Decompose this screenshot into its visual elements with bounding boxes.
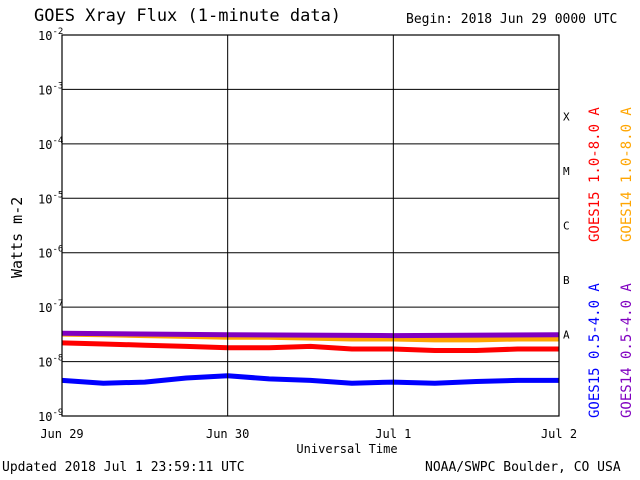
chart-title: GOES Xray Flux (1-minute data)	[34, 6, 342, 26]
x-tick-label: Jul 2	[541, 427, 577, 441]
x-tick-label: Jun 29	[40, 427, 83, 441]
legend-entry: GOES14 1.0-8.0 A	[619, 107, 635, 242]
plot-frame	[61, 34, 560, 417]
legend-entry: GOES15 0.5-4.0 A	[587, 283, 603, 418]
y-axis-label-text: Watts m-2	[8, 196, 26, 278]
y-tick-labels: 10-9 10-8 10-7 10-6 10-5 10-4 10-3 10-2	[38, 27, 63, 424]
series-line	[61, 340, 559, 353]
y-tick-label: 10-6	[38, 245, 63, 261]
grid-layer	[62, 35, 559, 416]
legend-entry: GOES15 1.0-8.0 A	[587, 107, 603, 242]
legend: GOES15 1.0-8.0 A GOES14 1.0-8.0 A GOES15 0…	[587, 107, 635, 418]
begin-time: Begin: 2018 Jun 29 0000 UTC	[406, 12, 618, 27]
y-tick-label: 10-2	[38, 27, 63, 43]
y-tick-label: 10-4	[38, 136, 63, 152]
series-line	[61, 373, 559, 386]
series-line	[61, 330, 560, 339]
flare-class-label: A	[563, 328, 570, 341]
y-axis-label: Watts m-2	[8, 197, 26, 278]
flare-class-labels: A B C M X	[563, 111, 570, 342]
y-tick-label: 10-5	[38, 190, 63, 206]
flare-class-label: B	[563, 274, 570, 287]
y-tick-label: 10-3	[38, 81, 63, 97]
updated-timestamp: Updated 2018 Jul 1 23:59:11 UTC	[2, 460, 245, 475]
x-tick-labels: Jun 29 Jun 30 Jul 1 Jul 2	[40, 427, 577, 441]
flare-class-label: X	[563, 111, 570, 124]
legend-entry: GOES14 0.5-4.0 A	[619, 283, 635, 418]
x-tick-label: Jul 1	[375, 427, 411, 441]
x-tick-label: Jun 30	[206, 427, 249, 441]
credit-line: NOAA/SWPC Boulder, CO USA	[425, 460, 621, 475]
y-tick-label: 10-8	[38, 354, 63, 370]
y-tick-label: 10-9	[38, 408, 63, 424]
x-axis-label: Universal Time	[296, 442, 398, 456]
flare-class-label: C	[563, 220, 570, 233]
flare-class-label: M	[563, 165, 570, 178]
y-tick-label: 10-7	[38, 299, 63, 315]
series-layer	[61, 330, 560, 386]
